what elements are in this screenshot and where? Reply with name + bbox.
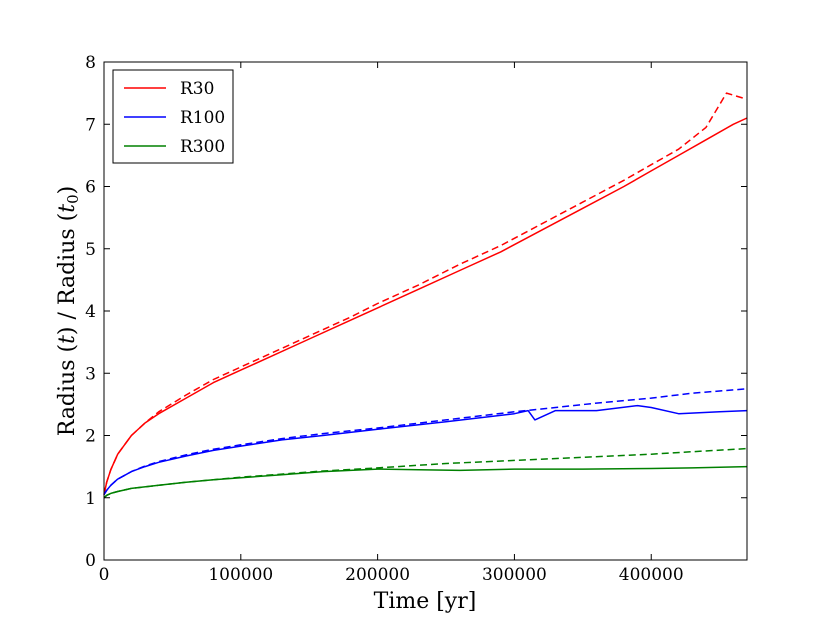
y-tick-label: 1: [85, 489, 96, 509]
y-tick-label: 4: [85, 302, 96, 322]
x-tick-label: 300000: [482, 565, 547, 585]
y-axis-label: Radius (t) / Radius (t0): [55, 186, 82, 437]
legend-label-r300: R300: [180, 137, 225, 157]
x-tick-label: 400000: [619, 565, 684, 585]
legend: R30 R100 R300: [112, 69, 234, 164]
x-axis-label: Time [yr]: [374, 589, 477, 614]
series-r30-solid-line: [103, 117, 748, 495]
y-tick-label: 0: [85, 551, 96, 571]
y-tick-label: 3: [85, 364, 96, 384]
ticks-layer: 0 100000 200000 300000 400000 0 1 2 3 4 5 6 7 8: [85, 53, 747, 585]
series-r30-dashed-line: [103, 92, 748, 495]
legend-label-r30: R30: [180, 79, 214, 99]
x-tick-label: 200000: [345, 565, 410, 585]
y-tick-label: 8: [85, 53, 96, 73]
y-tick-label: 7: [85, 115, 96, 135]
y-tick-label: 5: [85, 240, 96, 260]
series-r300-solid-line: [103, 465, 748, 499]
legend-label-r100: R100: [180, 108, 225, 128]
x-tick-label: 100000: [208, 565, 273, 585]
series-layer: [103, 92, 748, 499]
x-tick-label: 0: [99, 565, 110, 585]
y-tick-label: 2: [85, 427, 96, 447]
y-tick-label: 6: [85, 178, 96, 198]
series-r100-solid-line: [103, 404, 748, 495]
plot-frame: [103, 61, 748, 561]
